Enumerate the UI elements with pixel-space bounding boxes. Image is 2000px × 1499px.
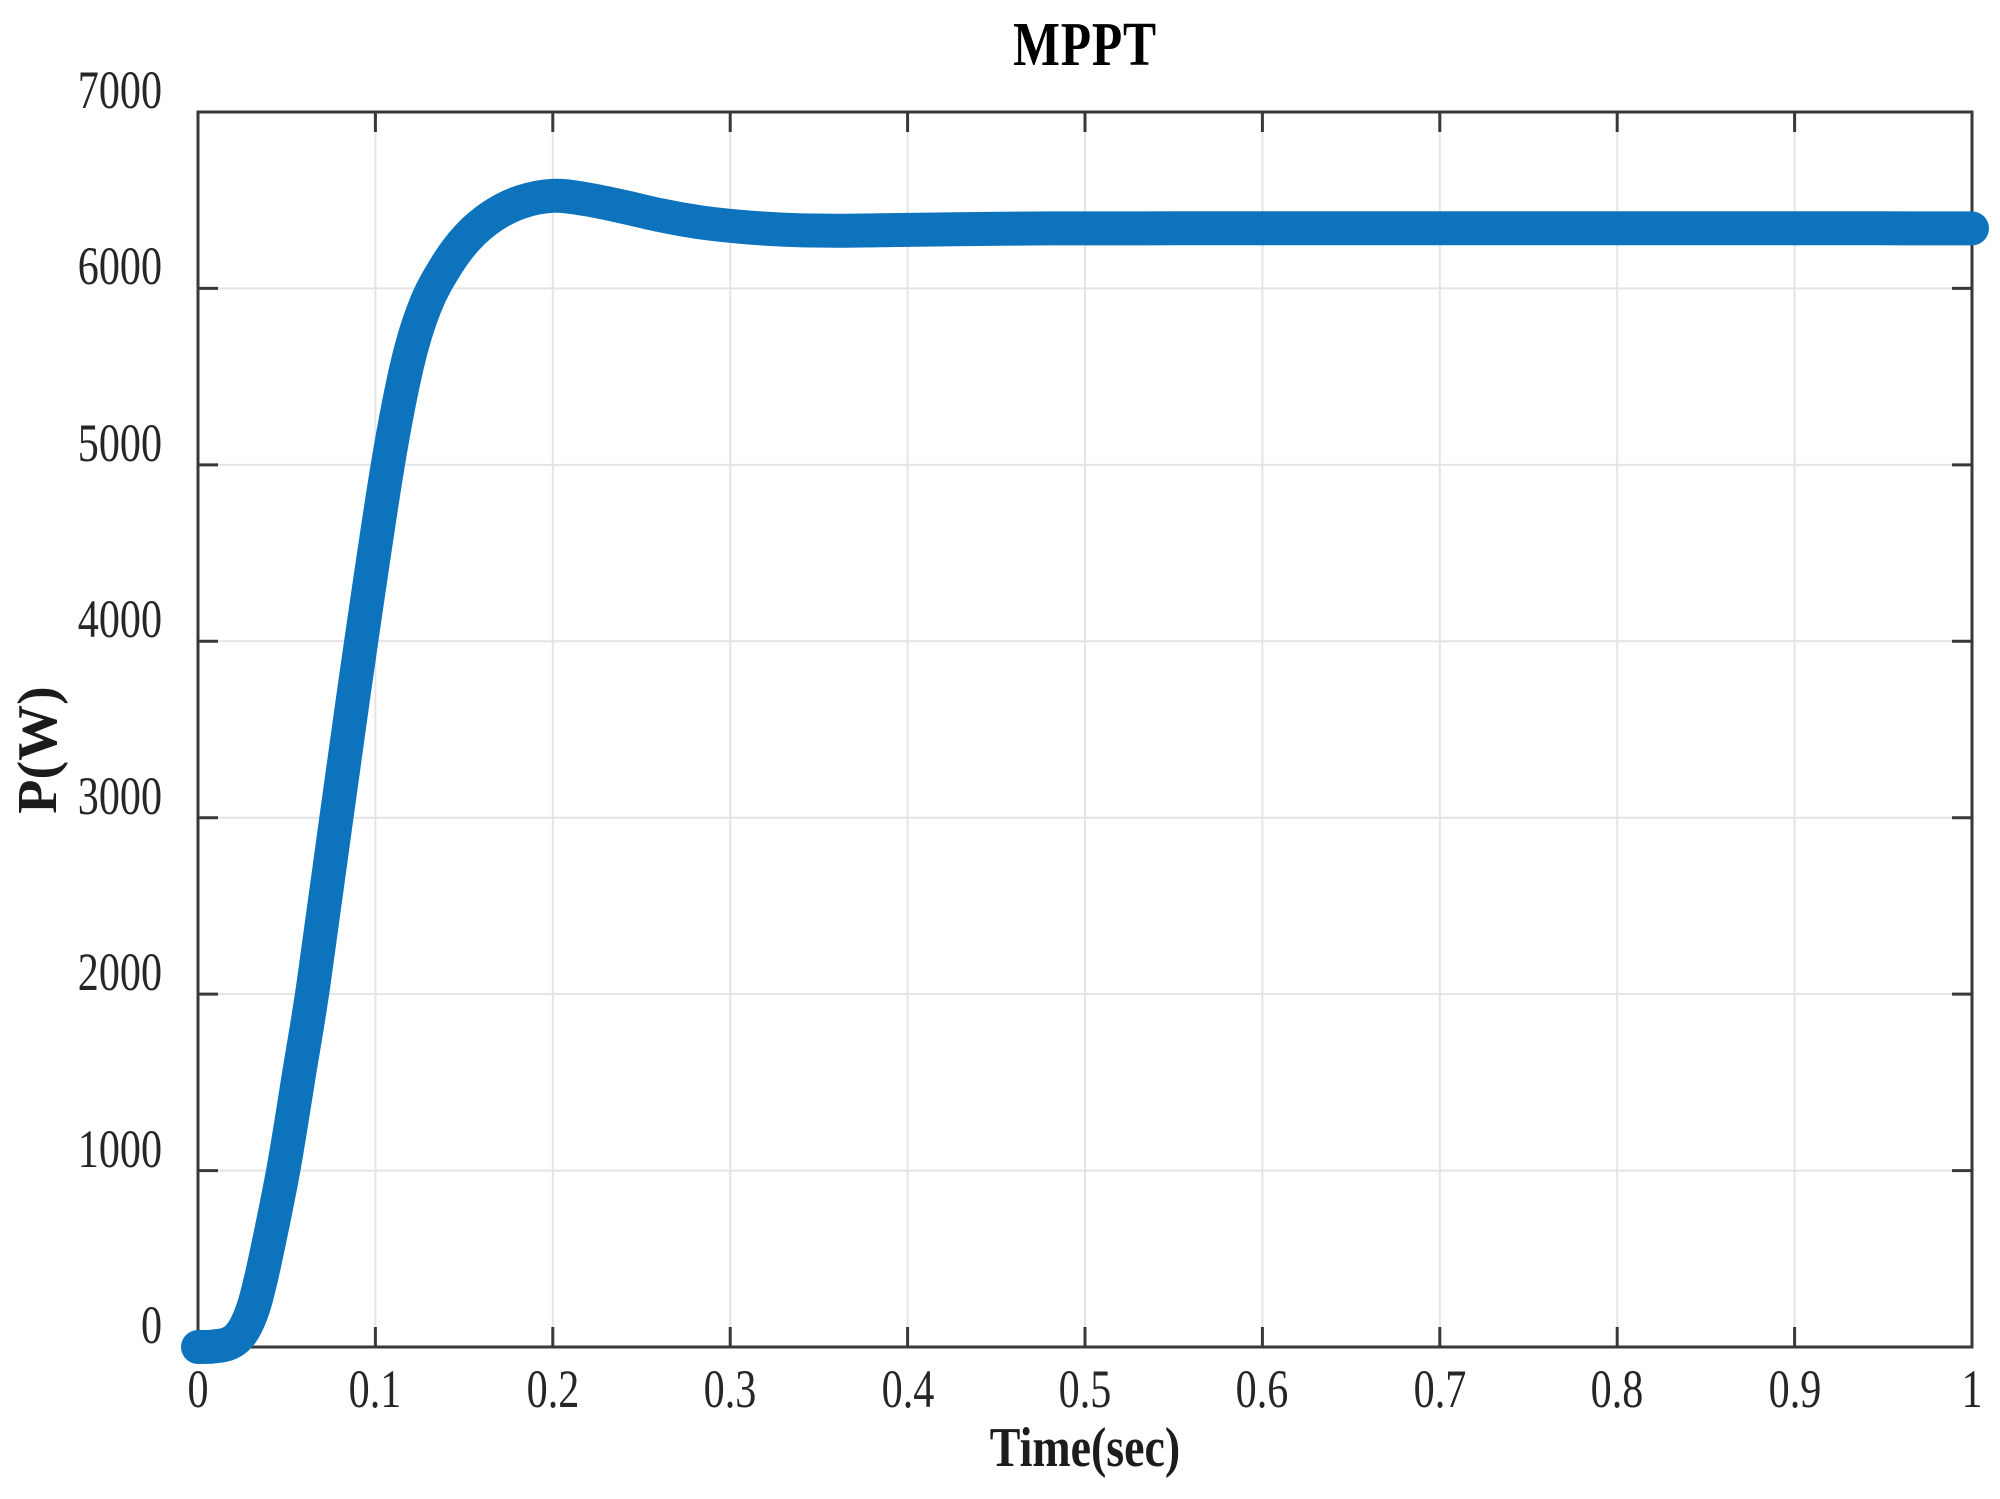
y-tick-label: 2000 bbox=[77, 942, 162, 1003]
x-tick-label: 0.1 bbox=[349, 1359, 402, 1419]
x-tick-label: 0.6 bbox=[1236, 1359, 1289, 1419]
y-tick-label: 3000 bbox=[77, 765, 162, 826]
y-tick-label: 4000 bbox=[77, 589, 162, 650]
x-tick-label: 0.3 bbox=[703, 1359, 757, 1419]
y-tick-label: 7000 bbox=[77, 60, 162, 120]
x-tick-label: 0.2 bbox=[526, 1359, 580, 1419]
x-axis-label: Time(sec) bbox=[989, 1417, 1181, 1479]
y-tick-label: 0 bbox=[140, 1295, 162, 1355]
x-tick-label: 0.7 bbox=[1413, 1359, 1467, 1419]
x-tick-label: 1 bbox=[1961, 1359, 1983, 1419]
x-tick-label: 0 bbox=[187, 1359, 209, 1419]
y-tick-label: 6000 bbox=[77, 236, 162, 297]
x-tick-label: 0.5 bbox=[1058, 1359, 1112, 1419]
chart-title: MPPT bbox=[1013, 11, 1157, 79]
y-tick-label: 1000 bbox=[77, 1118, 162, 1179]
axis-box bbox=[196, 110, 1974, 1349]
x-tick-label: 0.4 bbox=[881, 1359, 934, 1419]
power-curve bbox=[181, 178, 1989, 1364]
y-tick-label: 5000 bbox=[77, 412, 162, 473]
x-tick-label: 0.8 bbox=[1590, 1359, 1644, 1419]
x-tick-label: 0.9 bbox=[1768, 1359, 1821, 1419]
